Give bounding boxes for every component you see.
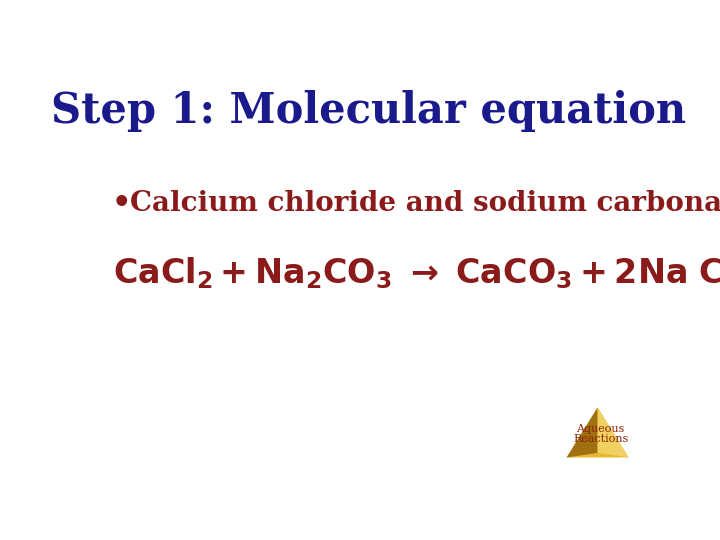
Text: Step 1: Molecular equation: Step 1: Molecular equation <box>51 90 687 132</box>
Polygon shape <box>567 408 629 457</box>
Text: $\mathbf{CaCl_2 + Na_2CO_3\ \rightarrow\ CaCO_3 + 2Na\ Cl}$: $\mathbf{CaCl_2 + Na_2CO_3\ \rightarrow\… <box>113 255 720 291</box>
Polygon shape <box>567 408 598 457</box>
Text: Aqueous: Aqueous <box>577 424 625 434</box>
Text: •: • <box>112 188 131 219</box>
Polygon shape <box>598 408 629 457</box>
Text: Reactions: Reactions <box>573 434 629 444</box>
Text: Calcium chloride and sodium carbonate: Calcium chloride and sodium carbonate <box>130 190 720 217</box>
